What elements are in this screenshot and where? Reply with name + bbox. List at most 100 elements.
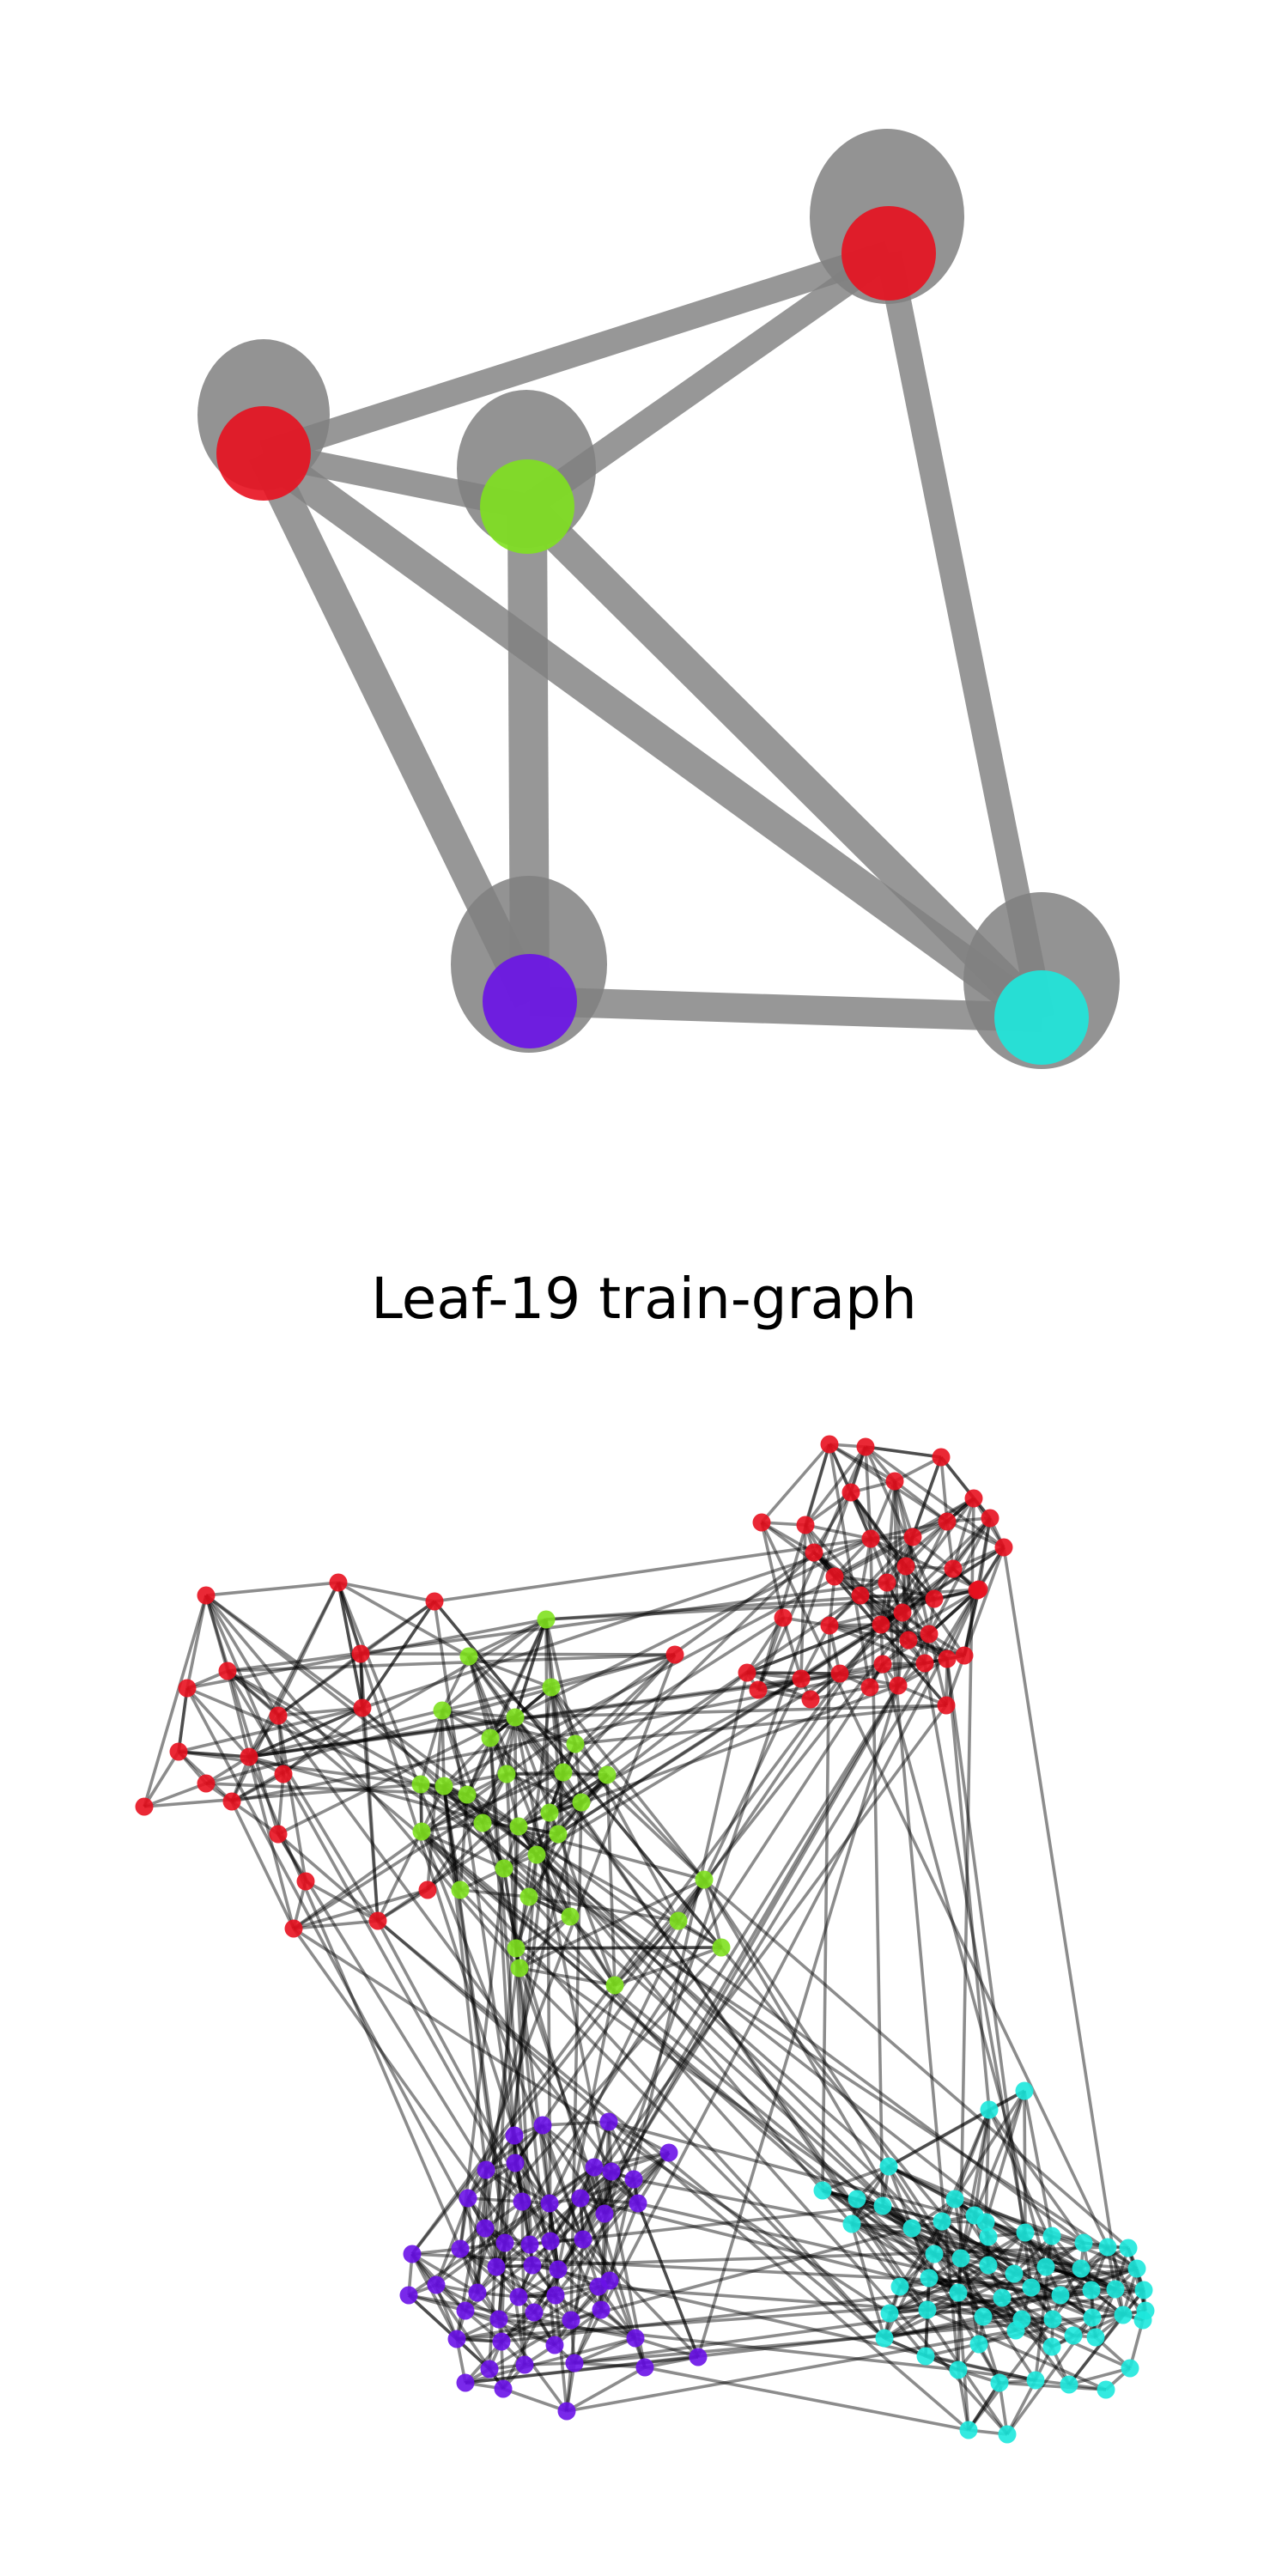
train-graph-edge [459,1868,506,2250]
node-cyan [1082,2281,1101,2300]
node-cyan [1060,2375,1078,2394]
node-cyan [1086,2328,1105,2347]
community-edge [253,440,1052,1031]
train-graph-edge [556,1771,565,1835]
train-graph-edge [573,1589,979,2364]
train-graph-edge [276,1833,488,2171]
train-graph-edge [231,1772,284,1803]
community-graph [197,129,1120,1069]
node-cyan [1106,2280,1125,2299]
node-green [540,1803,559,1822]
train-graph-edge [869,1538,884,2207]
community-edge [515,495,1054,1030]
train-graph-edge [204,1595,285,1775]
train-graph-edge [967,2382,1001,2431]
node-green [497,1765,516,1783]
train-graph-edge [550,1686,572,1917]
train-graph-edge [898,2221,944,2287]
train-graph-edge [821,1625,831,2191]
train-graph-edge [514,1833,560,1949]
node-purple [492,2332,511,2351]
node-cyan [933,2212,951,2231]
train-graph-edge [550,1686,706,1881]
train-graph-edge [644,2355,699,2369]
train-graph-edge [361,1600,436,1710]
node-purple [626,2329,645,2348]
node-purple [525,2303,544,2322]
community-edge [248,446,545,1009]
train-graph-edge [967,2382,1001,2431]
train-graph-edge [410,2253,459,2340]
train-graph-edge [226,1670,380,1922]
train-graph-edge [361,1537,872,1710]
train-graph-edge [248,1677,802,1759]
train-graph-edge [927,2308,1107,2391]
train-graph-edge [178,1750,250,1759]
train-graph-edge [143,1783,422,1808]
train-graph-edge [828,1535,914,1627]
train-graph-edge [528,1895,679,1923]
train-graph-edge [502,1868,518,1949]
train-graph-edge [459,2247,572,2322]
node-cyan [1072,2259,1091,2278]
node-red-top [792,1669,811,1688]
train-graph-edge [519,1966,616,1987]
train-graph-edge [702,1879,1037,2381]
train-graph-edge [953,2109,991,2200]
node-purple [495,2233,514,2252]
train-graph-edge [957,2369,970,2431]
node-red-left [296,1872,315,1891]
train-graph-edge [514,1947,556,2346]
train-graph-edge [185,1686,251,1759]
node-green [572,1793,591,1812]
train-graph-edge [544,1619,552,2242]
node-cyan [890,2277,909,2296]
train-graph-edge [608,2120,670,2154]
train-graph-edge [557,1623,882,1836]
train-graph-edge [337,1582,560,2270]
train-graph-edge [337,1582,364,1709]
train-graph-edge [376,1919,886,2340]
train-graph-edge [467,2196,523,2203]
node-purple [629,2194,647,2213]
train-graph-edge [608,2120,987,2224]
train-graph-edge [760,1522,785,1619]
train-graph-edge [904,1565,927,1664]
node-cyan [918,2300,937,2319]
train-graph-edge [973,2090,1026,2216]
train-graph-edge [411,2252,478,2294]
train-graph-edge [541,2124,600,2287]
train-graph-edge [849,1492,931,1635]
train-graph-edge [226,1670,251,1758]
train-graph-edge [513,1716,617,1986]
node-cyan [1022,2278,1041,2297]
train-graph-edge [745,1617,785,1674]
node-cyan [979,2256,998,2275]
train-graph-edge [361,1707,380,1922]
train-graph-edge [459,1888,518,1950]
train-graph-edge [805,1523,872,1540]
train-graph-edge [888,2312,927,2358]
train-graph-edge [489,1619,548,1739]
train-graph-edge [442,1785,498,2268]
node-purple [494,2379,513,2398]
train-graph-edge [566,2366,646,2413]
train-graph-edge [893,1480,914,1538]
train-graph-nodes [135,1435,1155,2444]
train-graph-edge [420,1830,936,2256]
node-purple [515,2355,534,2374]
node-red-top [925,1589,944,1608]
train-graph-edge [568,1916,617,1986]
train-graph-edge [974,2214,1145,2292]
train-graph-edge [574,2316,1093,2365]
train-graph-edge [545,1597,935,1621]
train-graph-edge [1060,2267,1138,2297]
train-graph-edge [293,1919,379,1930]
train-graph-edge [513,1716,647,2368]
train-graph-edge [227,1669,722,1949]
node-purple [595,2204,614,2223]
node-purple [533,2116,552,2135]
train-graph-edge [421,1771,564,1833]
train-graph-edge [1045,2265,1116,2291]
node-green [459,1647,478,1666]
